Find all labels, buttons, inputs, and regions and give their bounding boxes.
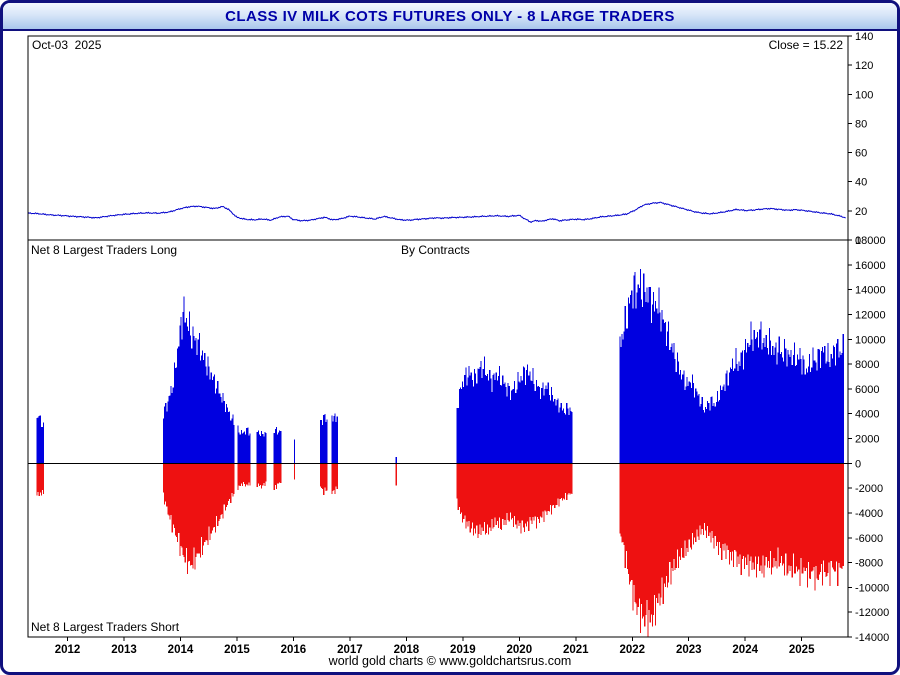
y-axis-tick-label: -6000 [855, 533, 883, 545]
y-axis-tick-label: -2000 [855, 483, 883, 495]
y-axis-tick-label: 100 [855, 89, 873, 101]
long-bars [36, 268, 844, 464]
date-label: Oct-03 2025 [32, 38, 102, 52]
x-axis-tick-label: 2013 [111, 644, 137, 656]
price-line [27, 201, 846, 224]
y-axis-tick-label: 8000 [855, 359, 879, 371]
y-axis-tick-label: -4000 [855, 508, 883, 520]
y-axis-tick-label: 12000 [855, 309, 886, 321]
title-bar: CLASS IV MILK COTS FUTURES ONLY - 8 LARG… [3, 3, 897, 31]
y-axis-tick-label: -12000 [855, 607, 889, 619]
x-axis-tick-label: 2024 [732, 644, 758, 656]
x-axis-years: 2012 2013 2014 2015 2016 2017 2018 2019 2020 2021… [55, 637, 815, 656]
y-axis-tick-label: 140 [855, 31, 873, 43]
x-axis-tick-label: 2021 [563, 644, 589, 656]
y-axis-tick-label: 6000 [855, 384, 879, 396]
x-axis-tick-label: 2023 [676, 644, 702, 656]
plot-background [28, 36, 848, 637]
y-axis-tick-label: -10000 [855, 582, 889, 594]
x-axis-tick-label: 2019 [450, 644, 476, 656]
y-axis-contracts: -14000 -12000 -10000 -8000 -6000 -4000 -2000 0 2… [848, 235, 889, 644]
by-contracts-label: By Contracts [401, 243, 470, 257]
x-axis-tick-label: 2014 [168, 644, 194, 656]
x-axis-tick-label: 2025 [789, 644, 815, 656]
y-axis-tick-label: 60 [855, 148, 867, 160]
x-axis-tick-label: 2022 [619, 644, 645, 656]
y-axis-tick-label: 10000 [855, 334, 886, 346]
long-traders-label: Net 8 Largest Traders Long [31, 243, 178, 257]
chart-canvas: 0 20 40 60 80 100 120 140 -14000 -12000 -10000 -800… [27, 31, 889, 656]
y-axis-tick-label: 20 [855, 206, 867, 218]
chart-title: CLASS IV MILK COTS FUTURES ONLY - 8 LARG… [225, 7, 675, 25]
short-bars [36, 463, 844, 638]
y-axis-tick-label: 80 [855, 118, 867, 130]
plot-frame [27, 35, 849, 638]
y-axis-tick-label: 0 [855, 458, 861, 470]
x-axis-tick-label: 2016 [281, 644, 307, 656]
y-axis-tick-label: -8000 [855, 558, 883, 570]
x-axis-tick-label: 2015 [224, 644, 250, 656]
y-axis-tick-label: 14000 [855, 285, 886, 297]
close-value-label: Close = 15.22 [768, 38, 843, 52]
y-axis-tick-label: 16000 [855, 260, 886, 272]
y-axis-tick-label: 4000 [855, 409, 879, 421]
y-axis-tick-label: 18000 [855, 235, 886, 247]
x-axis-tick-label: 2012 [55, 644, 81, 656]
x-axis-tick-label: 2017 [337, 644, 363, 656]
x-axis-tick-label: 2018 [394, 644, 420, 656]
y-axis-tick-label: 120 [855, 60, 873, 72]
y-axis-tick-label: 0 [855, 235, 861, 247]
y-axis-tick-label: 40 [855, 177, 867, 189]
y-axis-tick-label: -14000 [855, 632, 889, 644]
footer-credit: world gold charts © www.goldchartsrus.co… [328, 654, 572, 668]
y-axis-price: 0 20 40 60 80 100 120 140 [848, 31, 873, 247]
short-traders-label: Net 8 Largest Traders Short [31, 620, 180, 634]
x-axis-tick-label: 2020 [507, 644, 533, 656]
y-axis-tick-label: 2000 [855, 434, 879, 446]
